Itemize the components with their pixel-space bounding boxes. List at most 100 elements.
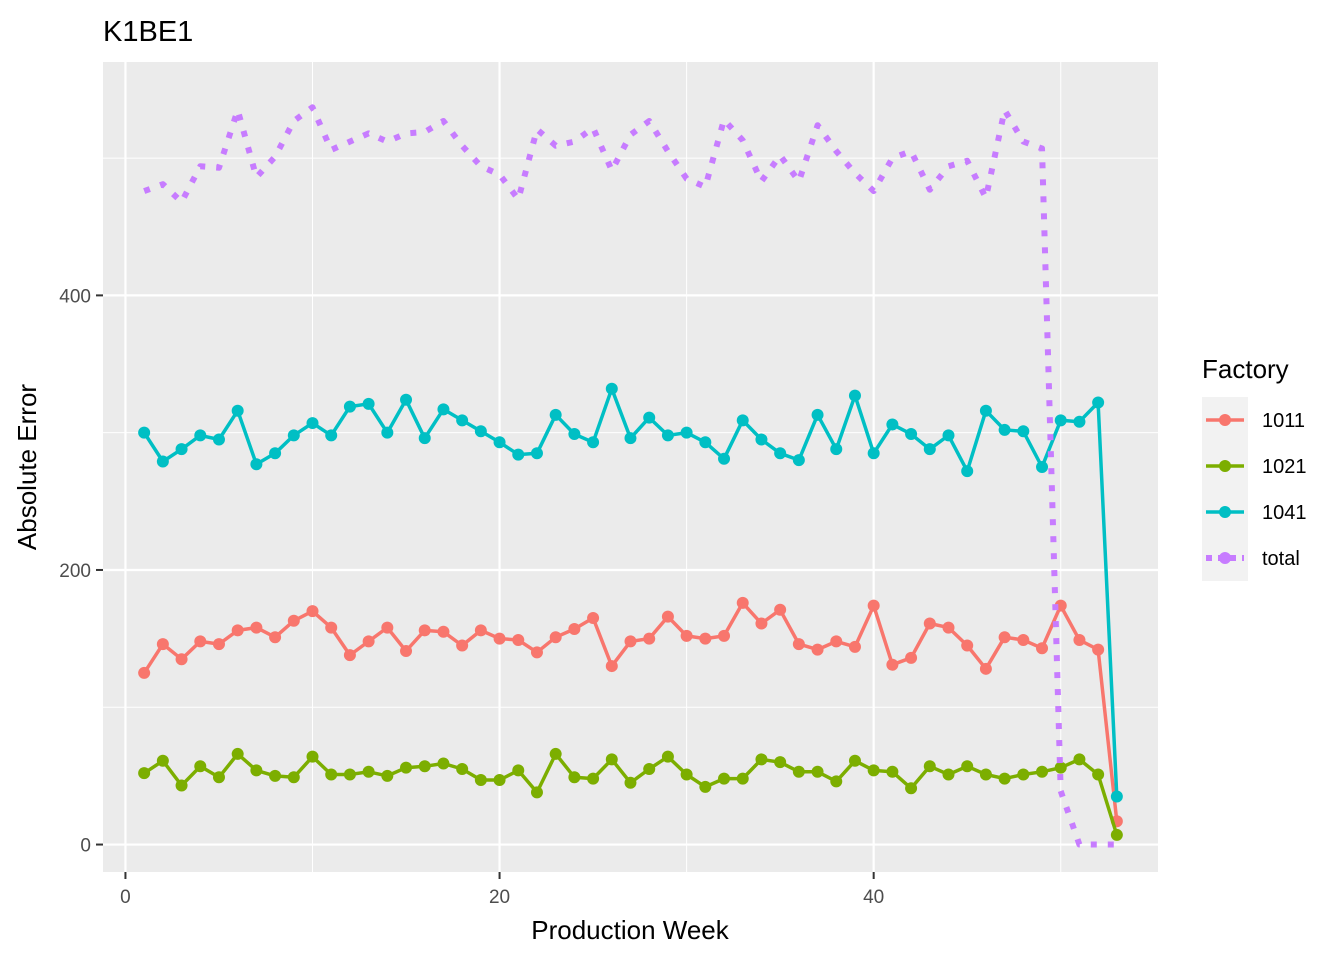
grid-minor xyxy=(103,62,1158,872)
series-point-1011 xyxy=(736,596,749,609)
series-point-1011 xyxy=(811,643,824,656)
series-point-1021 xyxy=(755,753,768,766)
series-point-1021 xyxy=(736,772,749,785)
series-point-1041 xyxy=(979,404,992,417)
series-point-1011 xyxy=(718,629,731,642)
series-point-1041 xyxy=(736,414,749,427)
series-point-1011 xyxy=(886,658,899,671)
x-tick-label: 40 xyxy=(863,887,884,908)
series-point-1011 xyxy=(848,640,861,653)
series-point-1041 xyxy=(830,443,843,456)
series-point-1011 xyxy=(699,632,712,645)
series-point-1011 xyxy=(905,651,918,664)
series-point-1041 xyxy=(568,428,581,441)
series-point-1021 xyxy=(325,768,338,781)
y-tick-label: 400 xyxy=(59,286,91,307)
series-point-1011 xyxy=(1073,633,1086,646)
series-point-1011 xyxy=(400,644,413,657)
series-point-1041 xyxy=(325,429,338,442)
series-point-1021 xyxy=(998,772,1011,785)
series-point-1011 xyxy=(175,653,188,666)
series-point-1041 xyxy=(1054,414,1067,427)
series-point-1021 xyxy=(549,747,562,760)
series-point-1041 xyxy=(1073,415,1086,428)
series-point-1041 xyxy=(194,429,207,442)
series-point-1011 xyxy=(418,624,431,637)
series-point-1041 xyxy=(624,432,637,445)
series-point-1011 xyxy=(362,635,375,648)
series-point-1011 xyxy=(269,631,282,644)
series-point-1041 xyxy=(699,436,712,449)
series-point-1021 xyxy=(194,760,207,773)
series-point-1041 xyxy=(1017,425,1030,438)
series-point-1011 xyxy=(587,612,600,625)
plot-panel xyxy=(103,62,1158,872)
y-axis: 0 200 400 xyxy=(59,286,103,857)
series-point-1011 xyxy=(156,638,169,651)
series-point-1011 xyxy=(1092,643,1105,656)
series-point-1011 xyxy=(979,662,992,675)
y-tick-label: 0 xyxy=(80,836,91,857)
legend-key-point-1041 xyxy=(1219,506,1231,518)
series-point-1011 xyxy=(661,610,674,623)
series-point-1041 xyxy=(1036,461,1049,473)
chart-title: K1BE1 xyxy=(103,16,193,48)
series-point-1021 xyxy=(718,772,731,785)
series-point-1011 xyxy=(138,666,151,679)
series-point-1041 xyxy=(418,432,431,445)
series-point-1011 xyxy=(381,621,394,634)
series-point-1011 xyxy=(1017,633,1030,646)
series-point-1011 xyxy=(212,638,225,651)
series-point-1011 xyxy=(549,631,562,644)
series-point-1011 xyxy=(287,614,300,627)
series-point-1041 xyxy=(643,411,656,424)
series-point-1041 xyxy=(886,418,899,431)
series-point-1041 xyxy=(250,458,263,471)
series-point-1021 xyxy=(1110,828,1123,841)
series-point-1041 xyxy=(138,426,151,439)
series-point-1041 xyxy=(530,447,543,460)
series-point-1021 xyxy=(343,768,356,781)
series-point-1041 xyxy=(437,403,450,416)
series-point-1011 xyxy=(624,635,637,648)
x-axis-title: Production Week xyxy=(531,915,730,945)
series-point-1021 xyxy=(138,767,151,780)
series-point-1041 xyxy=(212,433,225,446)
grid-major xyxy=(103,62,1158,872)
series-point-1011 xyxy=(830,635,843,648)
series-point-1021 xyxy=(624,776,637,789)
series-point-1021 xyxy=(400,761,413,774)
series-point-1021 xyxy=(680,768,693,781)
series-point-1011 xyxy=(325,621,338,634)
series-layer xyxy=(138,104,1123,848)
series-point-1021 xyxy=(456,763,469,776)
series-point-1011 xyxy=(456,639,469,652)
series-point-1021 xyxy=(269,769,282,782)
series-point-1021 xyxy=(661,750,674,763)
series-point-1011 xyxy=(530,646,543,659)
legend-key-point-1021 xyxy=(1219,460,1231,472)
series-point-1011 xyxy=(923,617,936,630)
series-point-1021 xyxy=(362,765,375,778)
legend-label-total: total xyxy=(1262,548,1300,570)
series-point-1021 xyxy=(1017,768,1030,781)
series-point-1011 xyxy=(605,660,618,673)
series-point-1041 xyxy=(680,426,693,439)
series-point-1021 xyxy=(530,786,543,799)
series-point-1011 xyxy=(568,623,581,635)
series-point-1021 xyxy=(923,760,936,773)
series-point-1041 xyxy=(343,400,356,413)
series-point-1021 xyxy=(643,763,656,776)
series-point-1021 xyxy=(942,768,955,781)
x-tick-label: 0 xyxy=(120,887,131,908)
legend: Factory 1011 1021 1041 total xyxy=(1202,354,1307,581)
legend-label-1041: 1041 xyxy=(1262,502,1307,524)
x-axis: 0 20 40 xyxy=(120,872,884,908)
series-point-1021 xyxy=(1054,761,1067,774)
series-point-1021 xyxy=(848,754,861,767)
series-point-1021 xyxy=(231,747,244,760)
series-point-1041 xyxy=(456,414,469,427)
series-point-1021 xyxy=(905,782,918,795)
series-point-1011 xyxy=(792,638,805,651)
series-point-1041 xyxy=(381,426,394,439)
